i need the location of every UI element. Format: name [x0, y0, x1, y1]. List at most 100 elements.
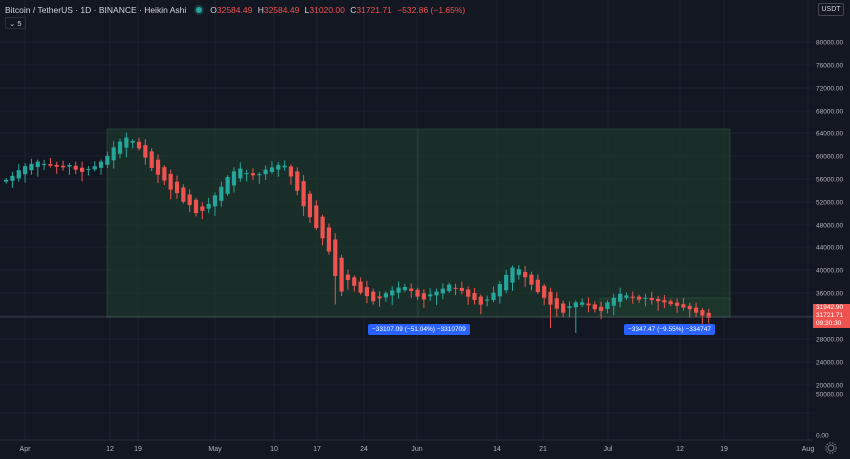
candle-body — [225, 177, 230, 194]
candle-body — [149, 151, 154, 168]
candle-body — [257, 174, 262, 176]
candle-body — [339, 257, 344, 292]
low-value: 31020.00 — [309, 5, 345, 15]
time-tick-label: 21 — [539, 446, 547, 453]
time-tick-label: Jun — [411, 446, 422, 453]
low-label: L — [304, 5, 310, 15]
price-tick-label: 44000.00 — [816, 245, 843, 252]
candle-body — [200, 206, 205, 211]
candle-body — [440, 288, 445, 294]
candle-body — [415, 289, 420, 297]
candle-body — [301, 181, 306, 207]
open-label: O — [210, 5, 217, 15]
candle-body — [485, 299, 490, 301]
price-tick-label: 20000.00 — [816, 383, 843, 390]
candle-body — [371, 291, 376, 302]
price-badge-1: 31942.90 — [813, 304, 850, 312]
candle-body — [219, 186, 224, 201]
candles — [4, 132, 711, 334]
candle-body — [586, 303, 591, 306]
price-tick-label: 0.00 — [816, 433, 829, 440]
candle-body — [320, 216, 325, 239]
candle-body — [238, 168, 243, 179]
candle-body — [143, 145, 148, 158]
candle-body — [60, 165, 66, 168]
price-tick-label: 56000.00 — [816, 177, 843, 184]
price-tick-label: 72000.00 — [816, 86, 843, 93]
candle-body — [155, 159, 161, 175]
price-tick-label: 50000.00 — [816, 392, 843, 399]
candle-body — [453, 287, 458, 289]
time-tick-label: May — [208, 446, 222, 453]
candle-body — [333, 239, 338, 277]
currency-button[interactable]: USDT — [818, 3, 844, 16]
candle-body — [599, 306, 604, 311]
candle-body — [466, 289, 471, 297]
change-value: −532.86 (−1.65%) — [397, 5, 466, 15]
time-tick-label: Apr — [20, 446, 32, 453]
candle-body — [67, 165, 72, 167]
candle-body — [105, 155, 110, 165]
candle-body — [79, 167, 85, 172]
candle-body — [618, 293, 623, 302]
candle-body — [117, 141, 123, 154]
legend-header: Bitcoin / TetherUS · 1D · BINANCE · Heik… — [5, 4, 468, 16]
candle-body — [529, 274, 534, 285]
candle-body — [700, 310, 705, 316]
candle-body — [352, 277, 357, 286]
price-tick-label: 40000.00 — [816, 268, 843, 275]
candle-body — [54, 164, 59, 167]
candle-body — [580, 302, 585, 305]
price-tick-label: 76000.00 — [816, 63, 843, 70]
candle-body — [282, 165, 287, 168]
candle-body — [605, 302, 610, 309]
candle-body — [307, 193, 313, 218]
candle-body — [434, 291, 439, 296]
open-value: 32584.49 — [216, 5, 253, 15]
candle-body — [681, 304, 686, 308]
symbol-title[interactable]: Bitcoin / TetherUS · 1D · BINANCE · Heik… — [5, 5, 187, 15]
candle-body — [231, 171, 237, 186]
candle-body — [655, 299, 661, 302]
candle-body — [516, 269, 521, 276]
gear-icon[interactable] — [824, 441, 838, 455]
candle-body — [637, 296, 642, 300]
price-range-box — [106, 128, 731, 318]
candle-body — [554, 298, 559, 309]
time-tick-label: 19 — [134, 446, 142, 453]
candle-body — [250, 173, 256, 176]
candle-body — [269, 167, 275, 172]
candle-body — [390, 290, 395, 296]
candle-body — [288, 166, 294, 177]
candle-body — [504, 274, 509, 291]
candle-body — [41, 163, 47, 165]
candle-body — [168, 173, 173, 190]
candle-body — [592, 304, 597, 310]
candle-body — [548, 291, 553, 305]
measure-tag-2: −3347.47 (−9.55%) −334747 — [624, 324, 715, 335]
candle-body — [187, 194, 192, 206]
close-value: 31721.71 — [356, 5, 392, 15]
candle-body — [409, 288, 414, 291]
candle-body — [567, 306, 572, 309]
candle-body — [193, 199, 199, 214]
candle-body — [263, 169, 268, 175]
candle-body — [73, 165, 78, 170]
candle-body — [295, 171, 300, 191]
candle-body — [383, 293, 388, 298]
candle-body — [491, 292, 496, 301]
candle-body — [396, 287, 401, 293]
candle-body — [98, 161, 104, 168]
candle-body — [421, 293, 426, 300]
candle-body — [111, 147, 116, 161]
candle-body — [693, 307, 699, 313]
time-axis: Apr 12 19 May 10 17 24 Jun 14 21 Jul 12 19 Aug — [0, 439, 850, 459]
candle-body — [48, 164, 53, 166]
candle-body — [523, 272, 528, 278]
indicators-toggle-button[interactable]: ⌄ 5 — [5, 17, 26, 29]
candle-body — [649, 297, 654, 301]
candle-body — [510, 267, 515, 283]
candle-body — [643, 297, 648, 299]
candle-body — [573, 302, 578, 308]
